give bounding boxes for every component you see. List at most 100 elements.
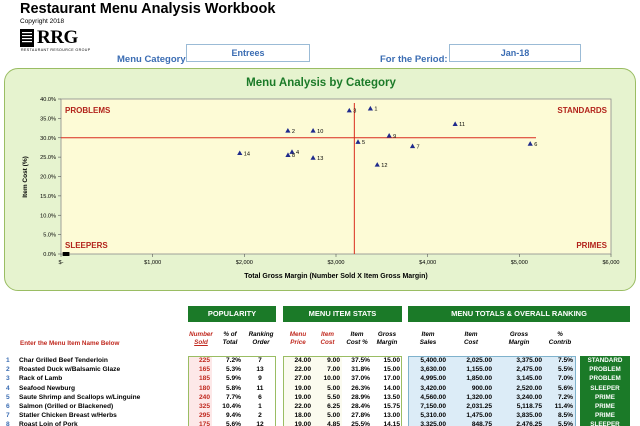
menu-item-stats-header: MENU ITEM STATS: [283, 306, 402, 322]
menu-price-input[interactable]: 24.00: [294, 357, 311, 364]
data-point: [367, 105, 373, 111]
data-point-label: 10: [317, 129, 323, 135]
col-ranking-order: Ranking Order: [248, 331, 274, 346]
item-cost-pct-cell: 31.8%: [351, 366, 370, 374]
y-tick-label: 30.0%: [40, 136, 56, 142]
table-row: 2 Roasted Duck w/Balsamic Glaze 165 5.3% 13 2…: [0, 365, 640, 375]
pct-total-cell: 9.4%: [225, 412, 241, 420]
item-cost-input[interactable]: 7.00: [327, 366, 340, 374]
gross-margin-cell: 15.00: [383, 357, 400, 364]
item-name-input[interactable]: Statler Chicken Breast w/Herbs: [19, 412, 117, 420]
total-gross-margin-cell: 2,476.25: [516, 421, 542, 426]
popularity-group: [188, 356, 276, 426]
classification-badge: SLEEPER: [580, 383, 630, 393]
classification-badge: PRIME: [580, 411, 630, 421]
total-gross-margin-cell: 3,240.00: [516, 393, 542, 401]
item-sales-cell: 3,630.00: [420, 366, 446, 374]
item-sales-cell: 3,420.00: [420, 384, 446, 392]
table-row: 7 Statler Chicken Breast w/Herbs 295 9.4% 2 1…: [0, 411, 640, 421]
item-cost-input[interactable]: 5.00: [327, 384, 340, 392]
data-point: [285, 127, 291, 133]
x-tick-label: $6,000: [602, 260, 619, 266]
item-cost-input[interactable]: 5.00: [327, 412, 340, 420]
data-point: [346, 107, 352, 113]
item-cost-input[interactable]: 10.00: [323, 375, 340, 383]
menu-price-input[interactable]: 18.00: [294, 412, 311, 420]
logo-text: RRG: [37, 27, 78, 48]
total-item-cost-cell: 1,850.00: [466, 375, 492, 383]
ranking-order-cell: 12: [256, 421, 264, 426]
number-sold-input[interactable]: 185: [198, 375, 210, 383]
logo-mark-icon: [20, 29, 34, 47]
menu-price-input[interactable]: 19.00: [294, 384, 311, 392]
pct-contrib-cell: 5.5%: [557, 421, 573, 426]
classification-badge: SLEEPER: [580, 420, 630, 426]
menu-price-input[interactable]: 19.00: [294, 393, 311, 401]
row-number: 7: [6, 412, 10, 420]
col-number-sold: Number Sold: [189, 331, 213, 346]
item-name-input[interactable]: Char Grilled Beef Tenderloin: [19, 357, 108, 364]
menu-price-input[interactable]: 19.00: [294, 421, 311, 426]
pct-contrib-cell: 11.4%: [554, 403, 573, 410]
period-field[interactable]: Jan-18: [449, 44, 581, 62]
item-name-input[interactable]: Rack of Lamb: [19, 375, 63, 383]
pct-contrib-cell: 7.5%: [557, 357, 573, 364]
gross-margin-cell: 13.50: [383, 393, 400, 401]
item-name-input[interactable]: Roast Loin of Pork: [19, 421, 78, 426]
total-gross-margin-cell: 3,835.00: [516, 412, 542, 420]
data-point-label: 4: [296, 150, 299, 156]
item-name-input[interactable]: Saute Shrimp and Scallops w/Linguine: [19, 393, 141, 401]
classification-badge: PRIME: [580, 392, 630, 402]
data-point: [452, 121, 458, 126]
item-cost-input[interactable]: 4.85: [327, 421, 340, 426]
data-point: [310, 127, 316, 133]
baseline-marker: [65, 252, 70, 256]
total-item-cost-cell: 1,320.00: [466, 393, 492, 401]
total-gross-margin-cell: 2,520.00: [516, 384, 542, 392]
number-sold-input[interactable]: 225: [198, 357, 210, 364]
pct-total-cell: 5.6%: [225, 421, 241, 426]
item-cost-pct-cell: 25.5%: [351, 421, 370, 426]
data-point-label: 1: [374, 107, 377, 113]
pct-contrib-cell: 5.5%: [557, 366, 573, 374]
pct-total-cell: 10.4%: [222, 403, 241, 410]
item-cost-pct-cell: 37.0%: [351, 375, 370, 383]
number-sold-input[interactable]: 295: [198, 412, 210, 420]
total-item-cost-cell: 1,155.00: [466, 366, 492, 374]
number-sold-input[interactable]: 165: [198, 366, 210, 374]
item-cost-input[interactable]: 6.25: [327, 403, 340, 410]
col-gross-margin: Gross Margin: [376, 331, 398, 346]
number-sold-input[interactable]: 180: [198, 384, 210, 392]
table-row: 3 Rack of Lamb 185 5.9% 9 27.00 10.00 37.0% 17.0…: [0, 374, 640, 384]
item-cost-input[interactable]: 5.50: [327, 393, 340, 401]
item-name-input[interactable]: Seafood Newburg: [19, 384, 76, 392]
table-row: 8 Roast Loin of Pork 175 5.6% 12 19.00 4.85 25.…: [0, 420, 640, 426]
menu-category-field[interactable]: Entrees: [186, 44, 310, 62]
number-sold-input[interactable]: 240: [198, 393, 210, 401]
total-item-cost-cell: 2,025.00: [466, 357, 492, 364]
pct-contrib-cell: 8.5%: [557, 412, 573, 420]
item-cost-input[interactable]: 9.00: [327, 357, 340, 364]
item-cost-pct-cell: 27.8%: [351, 412, 370, 420]
number-sold-input[interactable]: 175: [198, 421, 210, 426]
menu-price-input[interactable]: 22.00: [294, 403, 311, 410]
chart-title: Menu Analysis by Category: [246, 77, 396, 89]
menu-totals-header: MENU TOTALS & OVERALL RANKING: [408, 306, 630, 322]
ranking-order-cell: 11: [256, 384, 264, 392]
ranking-order-cell: 9: [258, 375, 262, 383]
total-item-cost-cell: 1,475.00: [466, 412, 492, 420]
menu-price-input[interactable]: 22.00: [294, 366, 311, 374]
item-cost-pct-cell: 28.4%: [351, 403, 370, 410]
enter-item-label: Enter the Menu Item Name Below: [20, 340, 120, 347]
item-name-input[interactable]: Salmon (Grilled or Blackened): [19, 403, 114, 410]
data-point: [289, 149, 295, 154]
stats-group: [283, 356, 402, 426]
number-sold-input[interactable]: 325: [198, 403, 210, 410]
period-label: For the Period:: [380, 54, 448, 65]
menu-price-input[interactable]: 27.00: [294, 375, 311, 383]
item-name-input[interactable]: Roasted Duck w/Balsamic Glaze: [19, 366, 121, 374]
row-number: 6: [6, 403, 10, 410]
classification-badge: PRIME: [580, 402, 630, 412]
scatter-chart: Menu Analysis by Category0.0%5.0%10.0%15…: [22, 77, 620, 280]
